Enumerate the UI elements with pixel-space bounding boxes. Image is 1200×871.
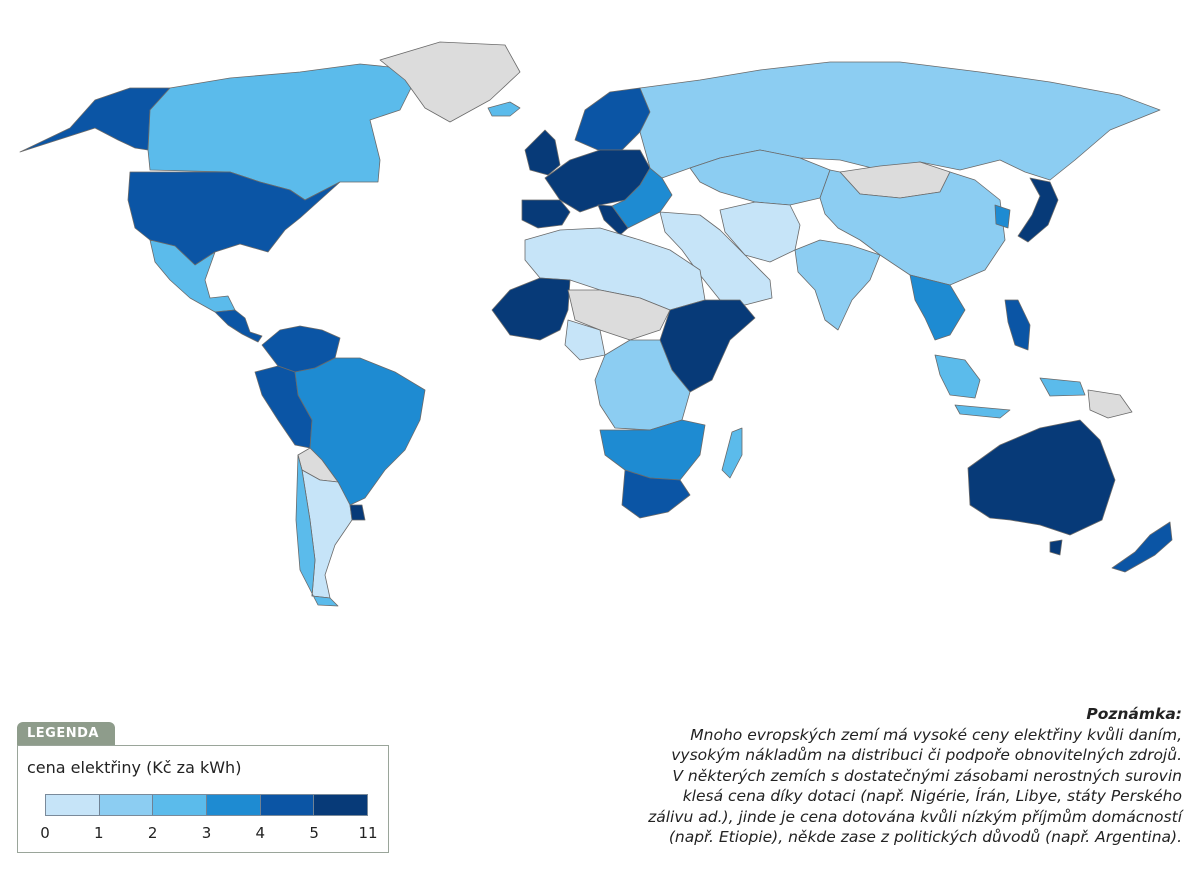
legend-bin-5 <box>314 795 368 815</box>
region-usa <box>127 171 341 266</box>
region-scandinavia <box>574 87 651 151</box>
region-southern-africa <box>599 419 706 481</box>
region-brazil <box>294 357 426 506</box>
region-philippines <box>1004 299 1031 351</box>
legend-tick-label: 0 <box>40 824 50 842</box>
region-sahel <box>567 289 671 341</box>
region-middle-east <box>659 211 773 306</box>
legend-bin-4 <box>260 795 315 815</box>
region-uk-ireland <box>524 129 561 176</box>
note-line: klesá cena díky dotaci (např. Nigérie, Í… <box>682 787 1182 805</box>
legend-tick-label: 2 <box>147 824 158 842</box>
region-mexico <box>149 239 236 313</box>
world-choropleth-map <box>19 41 1173 607</box>
region-madagascar <box>721 427 743 479</box>
region-australia <box>967 419 1116 536</box>
legend-title: cena elektřiny (Kč za kWh) <box>27 758 242 777</box>
legend-tick-label: 11 <box>358 824 378 842</box>
region-central-america <box>214 309 263 343</box>
region-indonesia <box>934 354 1086 419</box>
region-tasmania <box>1049 539 1063 556</box>
region-canada <box>147 63 421 201</box>
region-eastern-europe <box>611 167 673 229</box>
legend-bin-0 <box>46 795 100 815</box>
note-line: (např. Etiopie), někde zase z politickýc… <box>668 828 1182 846</box>
note-line: zálivu ad.), jinde je cena dotována kvůl… <box>648 807 1182 826</box>
region-iceland <box>487 101 521 117</box>
legend-tick-label: 4 <box>255 824 266 842</box>
region-new-zealand <box>1111 521 1173 573</box>
legend-tab: LEGENDA <box>17 722 115 746</box>
note: Poznámka: Mnoho evropských zemí má vysok… <box>582 704 1182 848</box>
region-west-africa <box>491 277 571 341</box>
legend-tick-label: 1 <box>94 824 104 842</box>
legend-bin-2 <box>153 795 208 815</box>
legend: cena elektřiny (Kč za kWh) 0 1 2 3 4 5 11 <box>17 745 389 853</box>
region-southeast-asia <box>909 274 966 341</box>
region-iberia <box>521 199 571 229</box>
region-italy <box>597 204 629 236</box>
region-new-guinea <box>1087 389 1133 419</box>
region-uruguay <box>349 504 366 521</box>
legend-bin-3 <box>207 795 261 815</box>
legend-tick-labels: 0 1 2 3 4 5 11 <box>18 824 388 844</box>
note-title: Poznámka: <box>1086 705 1182 723</box>
legend-bin-1 <box>99 795 154 815</box>
region-greenland <box>379 41 521 123</box>
region-japan <box>1017 177 1059 243</box>
region-korea <box>994 204 1011 229</box>
note-line: vysokým nákladům na distribuci či podpoř… <box>671 746 1182 764</box>
legend-tick-label: 5 <box>309 824 319 842</box>
note-line: V některých zemích s dostatečnými zásoba… <box>672 766 1182 785</box>
legend-color-scale <box>45 794 368 816</box>
region-nigeria <box>564 319 606 361</box>
legend-tick-label: 3 <box>201 824 212 842</box>
region-india <box>794 239 881 331</box>
region-chile <box>295 454 339 607</box>
region-alaska <box>19 87 171 153</box>
region-south-africa <box>621 469 691 519</box>
note-line: Mnoho evropských zemí má vysoké ceny ele… <box>690 725 1182 744</box>
